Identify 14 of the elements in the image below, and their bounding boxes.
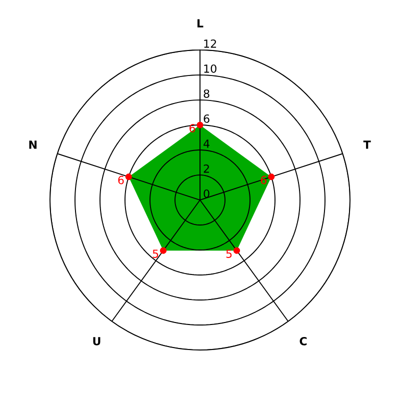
spoke-label: T (363, 140, 371, 149)
y-tick-label: 10 (204, 64, 216, 73)
data-label: 5 (226, 250, 232, 258)
y-tick-label: 0 (204, 189, 210, 198)
y-tick-label: 2 (204, 164, 209, 173)
data-label: 6 (118, 176, 124, 184)
spoke-label: L (197, 19, 204, 28)
y-tick-label: 4 (204, 140, 210, 148)
spoke-label: U (93, 337, 100, 346)
y-tick-label: 12 (204, 39, 216, 48)
y-tick-label: 8 (204, 89, 210, 98)
data-label: 5 (152, 250, 158, 258)
spoke-label: N (29, 140, 37, 149)
spoke-label: C (300, 336, 307, 346)
